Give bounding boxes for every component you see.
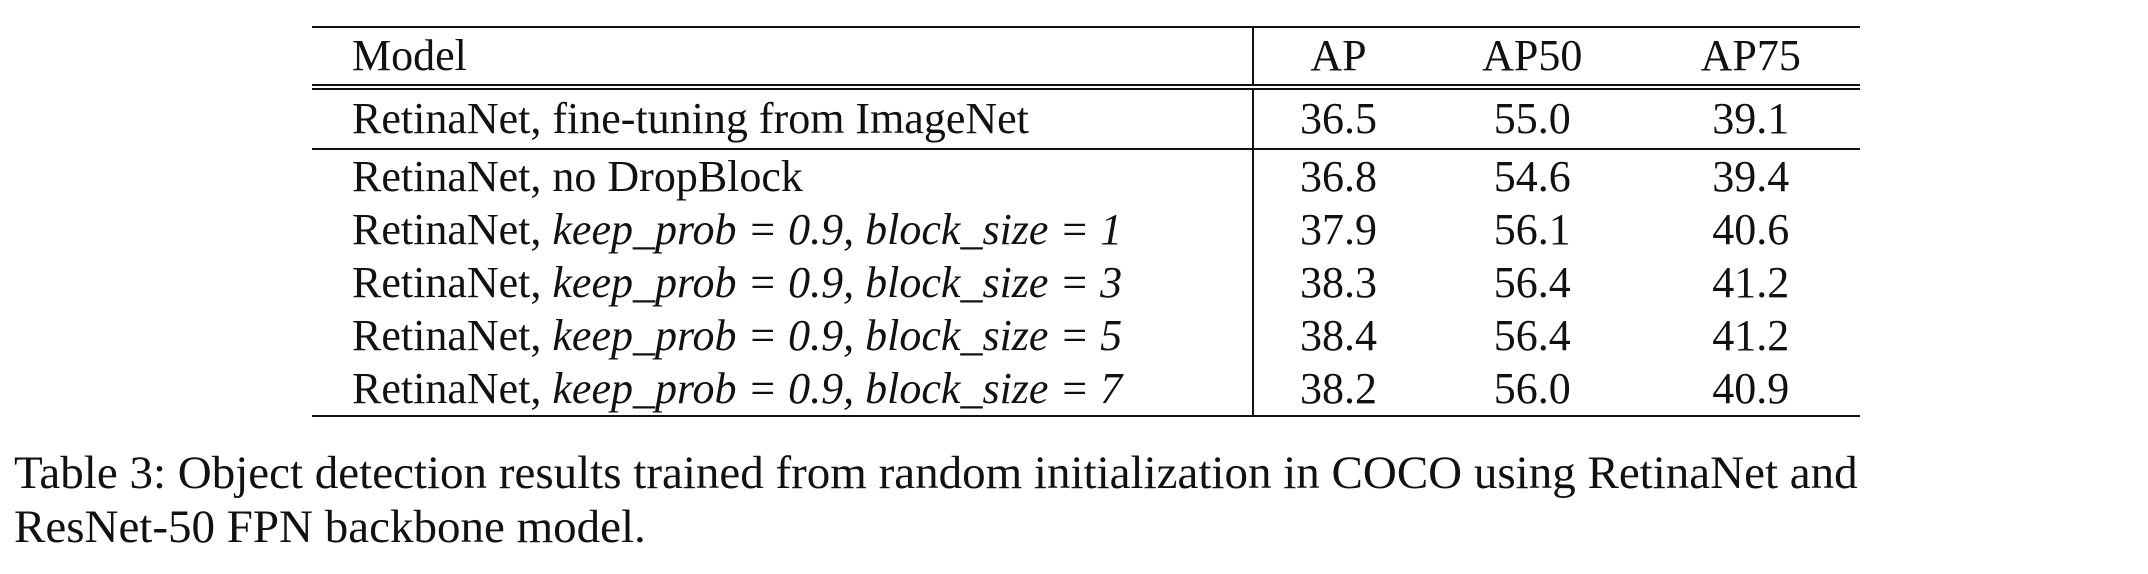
ap50-cell: 56.1 — [1493, 204, 1571, 254]
caption-line-2: ResNet-50 FPN backbone model. — [14, 501, 646, 553]
ap50-cell: 56.4 — [1493, 310, 1571, 360]
row-model-cell: RetinaNet, fine-tuning from ImageNet — [312, 84, 1254, 149]
table-row: RetinaNet, fine-tuning from ImageNet 36.… — [312, 84, 1860, 149]
table-row: RetinaNet, keep_prob = 0.9, block_size =… — [312, 256, 1860, 309]
row-model-cell: RetinaNet, no DropBlock — [312, 148, 1254, 203]
model-name: RetinaNet, — [352, 257, 553, 307]
table-row: RetinaNet, keep_prob = 0.9, block_size =… — [312, 309, 1860, 362]
model-name: RetinaNet, fine-tuning from ImageNet — [352, 94, 1029, 143]
ap50-cell: 56.4 — [1493, 257, 1571, 307]
caption-line-1: Table 3: Object detection results traine… — [14, 447, 1858, 499]
model-name: RetinaNet, — [352, 310, 553, 360]
ap50-cell: 54.6 — [1423, 148, 1642, 203]
table-caption: Table 3: Object detection results traine… — [14, 446, 2134, 554]
table-row: RetinaNet, keep_prob = 0.9, block_size =… — [312, 203, 1860, 256]
model-params: keep_prob = 0.9, block_size = 1 — [552, 204, 1123, 254]
model-name: RetinaNet, — [352, 363, 553, 413]
row-model-cell: RetinaNet, keep_prob = 0.9, block_size =… — [312, 362, 1254, 417]
column-header-model: Model — [312, 26, 1254, 87]
column-header-ap75: AP75 — [1641, 26, 1860, 87]
results-table-container: Model AP AP50 AP75 RetinaNet, fine-tunin… — [312, 26, 1860, 417]
results-table: Model AP AP50 AP75 RetinaNet, fine-tunin… — [312, 26, 1860, 417]
model-params: keep_prob = 0.9, block_size = 3 — [552, 257, 1123, 307]
ap-cell: 36.8 — [1253, 148, 1423, 203]
ap50-cell: 55.0 — [1423, 84, 1642, 149]
model-name: RetinaNet, no DropBlock — [352, 151, 803, 201]
row-model-cell: RetinaNet, keep_prob = 0.9, block_size =… — [312, 203, 1254, 256]
row-model-cell: RetinaNet, keep_prob = 0.9, block_size =… — [312, 256, 1254, 309]
ap-cell: 36.5 — [1253, 84, 1423, 149]
ap75-cell: 41.2 — [1712, 257, 1790, 307]
table-row: RetinaNet, no DropBlock 36.8 54.6 39.4 — [312, 148, 1860, 203]
ap-cell: 38.4 — [1300, 310, 1377, 360]
model-name: RetinaNet, — [352, 204, 553, 254]
ap75-cell: 39.1 — [1641, 84, 1860, 149]
ap-cell: 38.2 — [1253, 362, 1423, 417]
row-model-cell: RetinaNet, keep_prob = 0.9, block_size =… — [312, 309, 1254, 362]
model-params: keep_prob = 0.9, block_size = 7 — [552, 363, 1123, 413]
table-header-row: Model AP AP50 AP75 — [312, 26, 1860, 87]
column-header-ap50: AP50 — [1423, 26, 1642, 87]
ap75-cell: 39.4 — [1641, 148, 1860, 203]
ap-cell: 38.3 — [1300, 257, 1377, 307]
column-header-ap: AP — [1253, 26, 1423, 87]
ap75-cell: 40.9 — [1641, 362, 1860, 417]
ap75-cell: 40.6 — [1712, 204, 1790, 254]
table-row: RetinaNet, keep_prob = 0.9, block_size =… — [312, 362, 1860, 417]
ap-cell: 37.9 — [1300, 204, 1377, 254]
model-params: keep_prob = 0.9, block_size = 5 — [552, 310, 1123, 360]
ap75-cell: 41.2 — [1712, 310, 1790, 360]
ap50-cell: 56.0 — [1423, 362, 1642, 417]
